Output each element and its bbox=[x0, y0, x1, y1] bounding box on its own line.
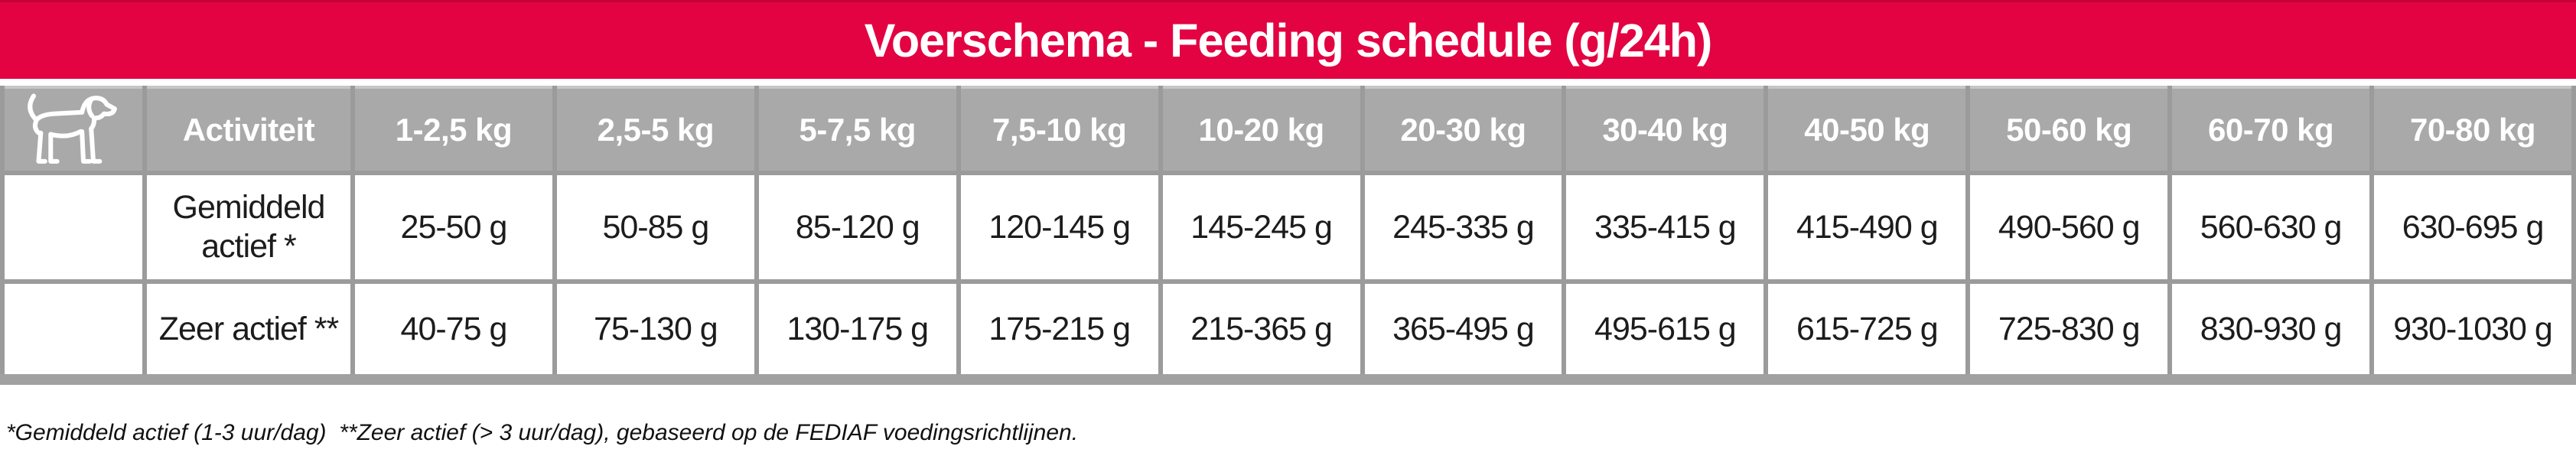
col-header-weight-2: 2,5-5 kg bbox=[552, 86, 759, 175]
col-header-weight-8: 40-50 kg bbox=[1763, 86, 1971, 175]
feeding-value-cell: 930-1030 g bbox=[2369, 279, 2576, 382]
feeding-value-cell: 130-175 g bbox=[754, 279, 961, 382]
table-header-row: Activiteit 1-2,5 kg 2,5-5 kg 5-7,5 kg 7,… bbox=[0, 86, 2576, 175]
trotting-dog-icon bbox=[21, 190, 121, 258]
col-header-weight-11: 70-80 kg bbox=[2369, 86, 2576, 175]
col-header-weight-7: 30-40 kg bbox=[1562, 86, 1769, 175]
col-header-weight-4: 7,5-10 kg bbox=[956, 86, 1163, 175]
feeding-value-cell: 335-415 g bbox=[1562, 171, 1769, 284]
feeding-value-cell: 175-215 g bbox=[956, 279, 1163, 382]
title-banner: Voerschema - Feeding schedule (g/24h) bbox=[0, 0, 2576, 79]
header-icon-cell bbox=[0, 86, 147, 175]
activity-label-average: Gemiddeld actief * bbox=[142, 171, 355, 284]
feeding-value-cell: 490-560 g bbox=[1965, 171, 2173, 284]
feeding-value-cell: 120-145 g bbox=[956, 171, 1163, 284]
feeding-value-cell: 40-75 g bbox=[350, 279, 557, 382]
feeding-table: Activiteit 1-2,5 kg 2,5-5 kg 5-7,5 kg 7,… bbox=[0, 86, 2576, 385]
feeding-value-cell: 85-120 g bbox=[754, 171, 961, 284]
feeding-value-cell: 560-630 g bbox=[2167, 171, 2375, 284]
feeding-value-cell: 495-615 g bbox=[1562, 279, 1769, 382]
feeding-value-cell: 215-365 g bbox=[1158, 279, 1365, 382]
feeding-value-cell: 630-695 g bbox=[2369, 171, 2576, 284]
feeding-value-cell: 415-490 g bbox=[1763, 171, 1971, 284]
page-title: Voerschema - Feeding schedule (g/24h) bbox=[864, 15, 1713, 67]
feeding-value-cell: 50-85 g bbox=[552, 171, 759, 284]
average-active-icon-cell bbox=[0, 171, 147, 284]
feeding-value-cell: 830-930 g bbox=[2167, 279, 2375, 382]
galloping-dog-icon bbox=[22, 300, 119, 360]
col-header-weight-3: 5-7,5 kg bbox=[754, 86, 961, 175]
col-header-weight-1: 1-2,5 kg bbox=[350, 86, 557, 175]
feeding-value-cell: 725-830 g bbox=[1965, 279, 2173, 382]
feeding-value-cell: 615-725 g bbox=[1763, 279, 1971, 382]
col-header-weight-10: 60-70 kg bbox=[2167, 86, 2375, 175]
feeding-value-cell: 365-495 g bbox=[1360, 279, 1567, 382]
feeding-value-cell: 245-335 g bbox=[1360, 171, 1567, 284]
feeding-value-cell: 75-130 g bbox=[552, 279, 759, 382]
col-header-weight-5: 10-20 kg bbox=[1158, 86, 1365, 175]
activity-label-very-active: Zeer actief ** bbox=[142, 279, 355, 382]
col-header-weight-9: 50-60 kg bbox=[1965, 86, 2173, 175]
footnote: *Gemiddeld actief (1-3 uur/dag) **Zeer a… bbox=[6, 420, 1079, 445]
feeding-value-cell: 25-50 g bbox=[350, 171, 557, 284]
col-header-activiteit: Activiteit bbox=[142, 86, 355, 175]
col-header-weight-6: 20-30 kg bbox=[1360, 86, 1567, 175]
row-very-active: Zeer actief ** 40-75 g 75-130 g 130-175 … bbox=[0, 279, 2576, 382]
row-average-active: Gemiddeld actief * 25-50 g 50-85 g 85-12… bbox=[0, 171, 2576, 284]
feeding-value-cell: 145-245 g bbox=[1158, 171, 1365, 284]
standing-dog-icon bbox=[28, 93, 117, 164]
very-active-icon-cell bbox=[0, 279, 147, 382]
